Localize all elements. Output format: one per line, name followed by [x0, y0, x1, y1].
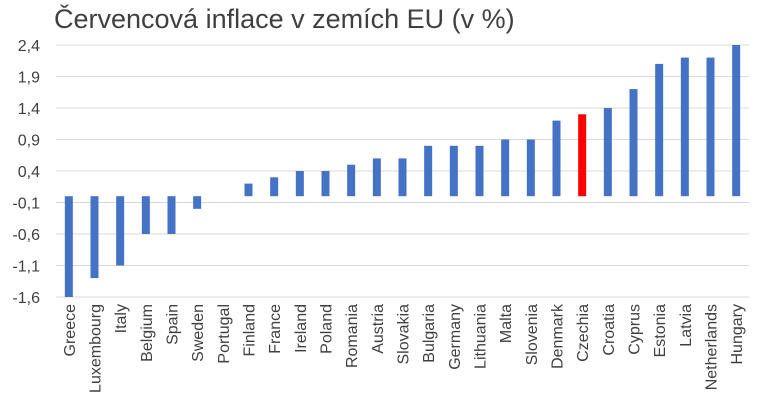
y-axis-ticks: 2,4 1,9 1,4 0,9 0,4 -0,1 -0,6 -1,1 -1,6: [12, 38, 40, 307]
x-tick-label: Estonia: [652, 304, 669, 357]
bar-finland: [244, 183, 253, 197]
x-tick-label: Hungary: [729, 304, 746, 364]
bar-italy: [116, 196, 125, 266]
x-tick-label: Romania: [344, 304, 361, 368]
bar-austria: [372, 158, 381, 197]
y-tick-label: -1,1: [12, 259, 40, 276]
gridlines: [56, 44, 749, 298]
x-tick-label: Bulgaria: [421, 304, 438, 363]
bar-denmark: [552, 120, 561, 197]
y-tick-label: 0,4: [18, 164, 40, 181]
x-tick-label: Germany: [447, 304, 464, 370]
bar-sweden: [193, 196, 202, 209]
x-tick-label: Poland: [319, 304, 336, 354]
x-tick-label: Belgium: [139, 304, 156, 362]
bar-slovenia: [526, 139, 535, 197]
x-tick-label: Denmark: [550, 303, 567, 369]
x-tick-label: Ireland: [293, 304, 310, 353]
bar-malta: [501, 139, 510, 197]
x-axis-ticks: Greece Luxembourg Italy Belgium Spain Sweden P…: [62, 303, 746, 393]
x-tick-label: Croatia: [601, 304, 618, 356]
x-tick-label: Austria: [370, 304, 387, 354]
bar-latvia: [680, 57, 689, 197]
bar-lithuania: [475, 145, 484, 197]
x-tick-label: Czechia: [575, 304, 592, 362]
y-tick-label: 0,9: [18, 133, 40, 150]
x-tick-label: France: [267, 304, 284, 354]
x-tick-label: Luxembourg: [88, 304, 105, 393]
bar-greece: [64, 196, 73, 297]
x-tick-label: Lithuania: [473, 304, 490, 369]
bar-belgium: [141, 196, 150, 234]
x-tick-label: Cyprus: [627, 304, 644, 355]
bars: [64, 45, 741, 297]
bar-hungary: [732, 45, 741, 197]
y-tick-label: 1,4: [18, 101, 40, 118]
x-tick-label: Spain: [165, 304, 182, 345]
bar-bulgaria: [424, 145, 433, 197]
y-tick-label: -0,6: [12, 227, 40, 244]
x-tick-label: Italy: [113, 304, 130, 333]
y-tick-label: 2,4: [18, 38, 40, 55]
bar-luxembourg: [90, 196, 99, 279]
bar-estonia: [655, 63, 664, 197]
y-tick-label: -1,6: [12, 290, 40, 307]
bar-germany: [449, 145, 458, 197]
bar-slovakia: [398, 158, 407, 197]
x-tick-label: Sweden: [190, 304, 207, 362]
x-tick-label: Portugal: [216, 304, 233, 364]
y-tick-label: 1,9: [18, 70, 40, 87]
x-tick-label: Malta: [498, 304, 515, 343]
bar-france: [270, 177, 279, 197]
x-tick-label: Greece: [62, 304, 79, 357]
x-tick-label: Slovenia: [524, 304, 541, 365]
bar-croatia: [603, 108, 612, 197]
bar-spain: [167, 196, 176, 234]
bar-czechia: [578, 114, 587, 197]
x-tick-label: Slovakia: [396, 304, 413, 365]
x-tick-label: Netherlands: [704, 304, 721, 390]
chart-title: Červencová inflace v zemích EU (v %): [54, 4, 515, 34]
bar-cyprus: [629, 89, 638, 197]
bar-netherlands: [706, 57, 715, 197]
x-tick-label: Latvia: [678, 304, 695, 347]
x-tick-label: Finland: [242, 304, 259, 356]
bar-romania: [347, 164, 356, 197]
bar-ireland: [295, 171, 304, 197]
bar-poland: [321, 171, 330, 197]
y-tick-label: -0,1: [12, 196, 40, 213]
